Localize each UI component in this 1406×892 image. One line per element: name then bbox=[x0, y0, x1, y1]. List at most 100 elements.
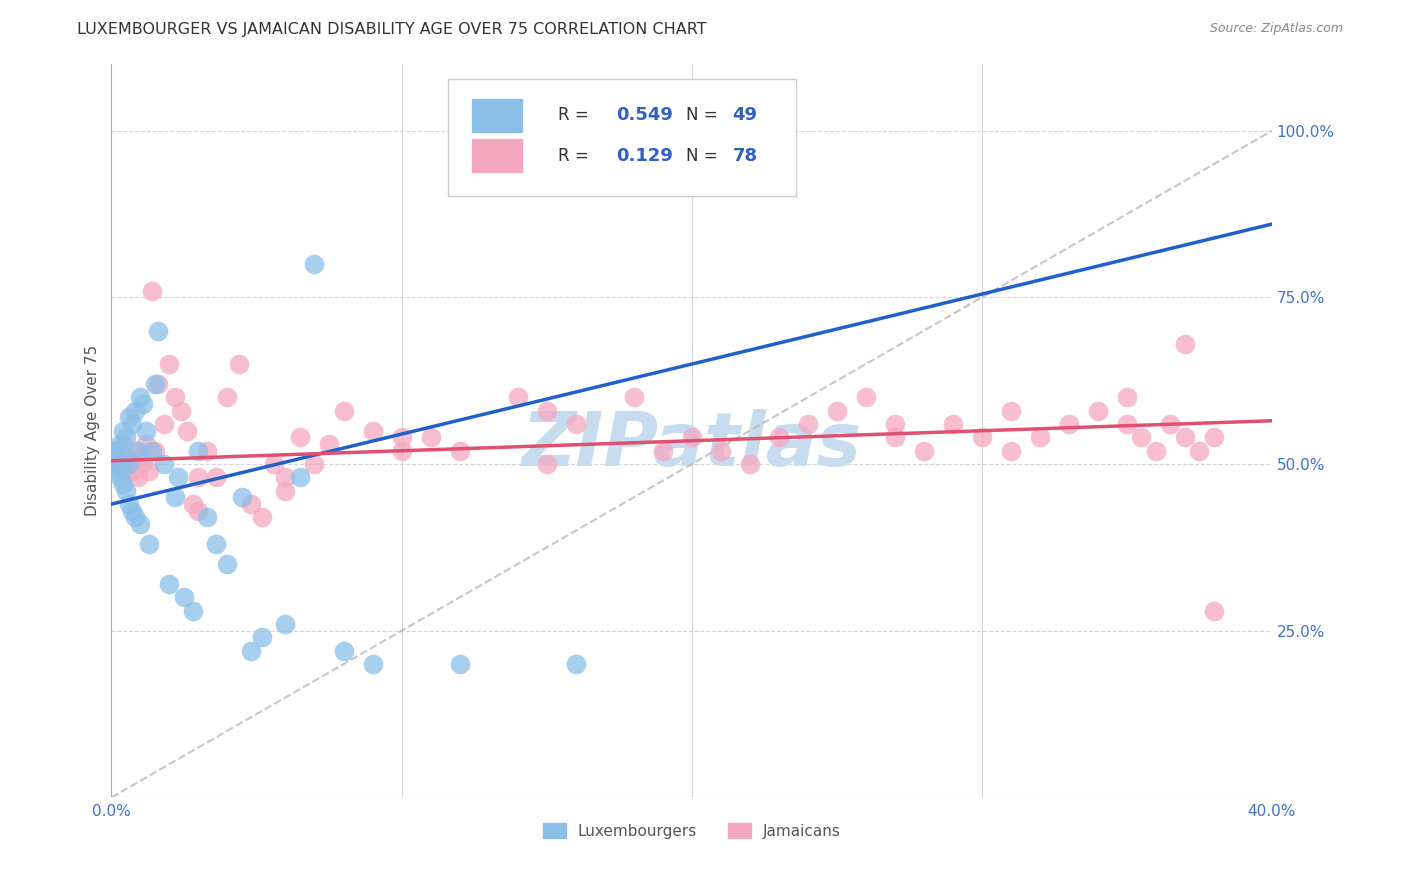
Point bbox=[118, 457, 141, 471]
Point bbox=[228, 357, 250, 371]
Point bbox=[176, 424, 198, 438]
Point bbox=[1202, 430, 1225, 444]
Point bbox=[564, 417, 586, 431]
Point bbox=[318, 437, 340, 451]
Point bbox=[135, 424, 157, 438]
Point bbox=[239, 644, 262, 658]
Point bbox=[536, 403, 558, 417]
Point bbox=[361, 657, 384, 672]
Point bbox=[159, 577, 181, 591]
Point bbox=[108, 457, 131, 471]
Point bbox=[564, 657, 586, 672]
Point bbox=[124, 403, 146, 417]
Point bbox=[681, 430, 703, 444]
Point bbox=[239, 497, 262, 511]
Text: N =: N = bbox=[686, 106, 723, 124]
Point bbox=[152, 417, 174, 431]
Point bbox=[118, 410, 141, 425]
Point bbox=[288, 470, 311, 484]
Point bbox=[146, 377, 169, 392]
Point bbox=[855, 391, 877, 405]
Point bbox=[449, 443, 471, 458]
Point bbox=[274, 470, 297, 484]
Point bbox=[883, 430, 905, 444]
Point bbox=[304, 257, 326, 271]
FancyBboxPatch shape bbox=[449, 78, 796, 196]
Text: 78: 78 bbox=[733, 146, 758, 165]
Point bbox=[825, 403, 848, 417]
Point bbox=[121, 504, 143, 518]
Point bbox=[912, 443, 935, 458]
Point bbox=[332, 403, 354, 417]
Text: ZIPatlas: ZIPatlas bbox=[522, 409, 862, 482]
Point bbox=[332, 644, 354, 658]
Point bbox=[138, 537, 160, 551]
Point bbox=[132, 457, 155, 471]
Point bbox=[111, 437, 134, 451]
Point bbox=[132, 397, 155, 411]
Point bbox=[159, 357, 181, 371]
Point bbox=[167, 470, 190, 484]
Point bbox=[252, 631, 274, 645]
FancyBboxPatch shape bbox=[471, 98, 523, 133]
Text: Source: ZipAtlas.com: Source: ZipAtlas.com bbox=[1209, 22, 1343, 36]
Legend: Luxembourgers, Jamaicans: Luxembourgers, Jamaicans bbox=[537, 816, 846, 845]
Point bbox=[141, 443, 163, 458]
Point bbox=[129, 517, 152, 532]
Point bbox=[710, 443, 733, 458]
Point bbox=[231, 491, 253, 505]
Point bbox=[121, 417, 143, 431]
Point bbox=[274, 483, 297, 498]
Point bbox=[138, 464, 160, 478]
Point bbox=[304, 457, 326, 471]
Point bbox=[108, 470, 131, 484]
Point bbox=[263, 457, 285, 471]
Point bbox=[115, 483, 138, 498]
Point bbox=[942, 417, 965, 431]
Point bbox=[1057, 417, 1080, 431]
Point bbox=[165, 391, 187, 405]
Point bbox=[165, 491, 187, 505]
Point bbox=[651, 443, 673, 458]
Point bbox=[124, 510, 146, 524]
Point bbox=[170, 403, 193, 417]
Point bbox=[1000, 403, 1022, 417]
Point bbox=[506, 391, 529, 405]
Point bbox=[1174, 337, 1197, 351]
Point bbox=[205, 470, 228, 484]
Point bbox=[105, 450, 128, 465]
Point bbox=[1159, 417, 1181, 431]
Point bbox=[135, 437, 157, 451]
Point bbox=[111, 464, 134, 478]
Point bbox=[115, 450, 138, 465]
Point bbox=[449, 657, 471, 672]
Point bbox=[195, 510, 218, 524]
Point bbox=[115, 430, 138, 444]
Point bbox=[205, 537, 228, 551]
Point bbox=[1174, 430, 1197, 444]
Text: 0.549: 0.549 bbox=[616, 106, 673, 124]
Point bbox=[796, 417, 818, 431]
Point bbox=[118, 457, 141, 471]
Point bbox=[143, 377, 166, 392]
Point bbox=[103, 443, 125, 458]
Point bbox=[1087, 403, 1109, 417]
Point bbox=[143, 443, 166, 458]
Point bbox=[108, 437, 131, 451]
Point bbox=[391, 430, 413, 444]
Point bbox=[181, 497, 204, 511]
Point bbox=[129, 391, 152, 405]
Point bbox=[187, 470, 209, 484]
Point bbox=[195, 443, 218, 458]
Point bbox=[105, 464, 128, 478]
Point bbox=[1029, 430, 1052, 444]
Point bbox=[105, 450, 128, 465]
Point bbox=[768, 430, 790, 444]
Point bbox=[146, 324, 169, 338]
Point bbox=[1188, 443, 1211, 458]
Text: LUXEMBOURGER VS JAMAICAN DISABILITY AGE OVER 75 CORRELATION CHART: LUXEMBOURGER VS JAMAICAN DISABILITY AGE … bbox=[77, 22, 707, 37]
Point bbox=[127, 443, 149, 458]
Point bbox=[1144, 443, 1167, 458]
Point bbox=[118, 497, 141, 511]
Point bbox=[141, 284, 163, 298]
